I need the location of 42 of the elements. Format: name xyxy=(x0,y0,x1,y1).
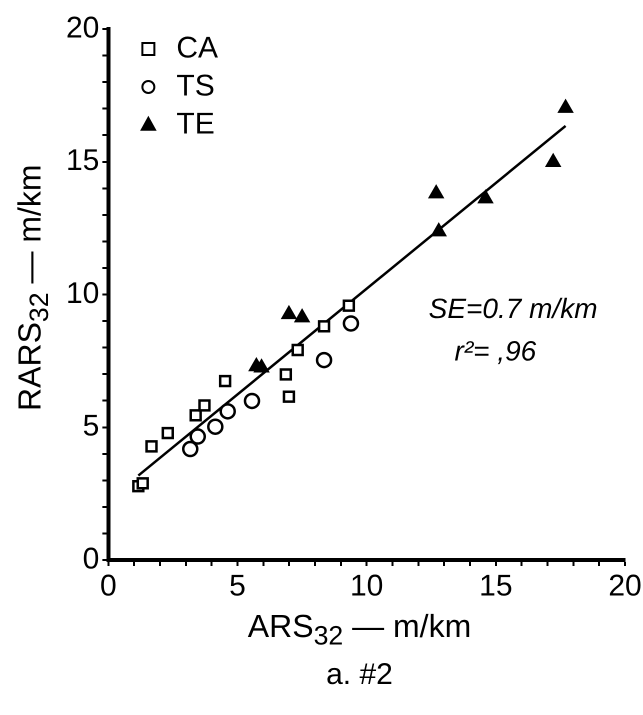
legend-label: CA xyxy=(176,31,218,64)
point xyxy=(316,352,332,368)
x-tick-label: 5 xyxy=(229,569,246,602)
point xyxy=(254,360,269,373)
annotation: r²= ,96 xyxy=(454,336,537,367)
y-tick-label: 20 xyxy=(66,11,100,44)
point xyxy=(136,477,149,490)
point xyxy=(198,399,211,412)
point xyxy=(431,223,446,236)
legend-label: TE xyxy=(176,107,215,140)
legend-label: TS xyxy=(176,69,215,102)
y-tick-label: 5 xyxy=(82,410,100,443)
point xyxy=(218,374,232,388)
y-tick-label: 10 xyxy=(66,276,100,310)
point xyxy=(342,299,356,312)
text: a. #2 xyxy=(325,658,394,692)
x-tick-label: 20 xyxy=(608,569,642,602)
x-tick-label: 15 xyxy=(479,569,513,602)
point xyxy=(558,100,573,113)
point xyxy=(189,409,202,422)
point xyxy=(294,309,310,322)
point xyxy=(145,440,158,453)
point xyxy=(182,440,199,458)
point xyxy=(189,428,206,445)
point xyxy=(280,368,292,381)
point xyxy=(546,154,560,168)
point xyxy=(207,418,224,435)
point xyxy=(282,390,296,403)
y-tick-label: 0 xyxy=(82,542,100,576)
point xyxy=(219,403,236,420)
x-axis-title: ARS$_{32}$ — m/km xyxy=(246,608,472,652)
y-tick-label: 15 xyxy=(66,144,100,178)
point xyxy=(428,185,444,198)
point xyxy=(282,306,296,320)
annotation: SE=0.7 m/km xyxy=(428,293,598,324)
point xyxy=(162,426,174,440)
point xyxy=(342,315,360,332)
point xyxy=(478,190,493,204)
x-tick-label: 10 xyxy=(350,569,384,602)
point xyxy=(318,320,330,333)
point xyxy=(292,344,304,356)
point xyxy=(244,392,260,410)
